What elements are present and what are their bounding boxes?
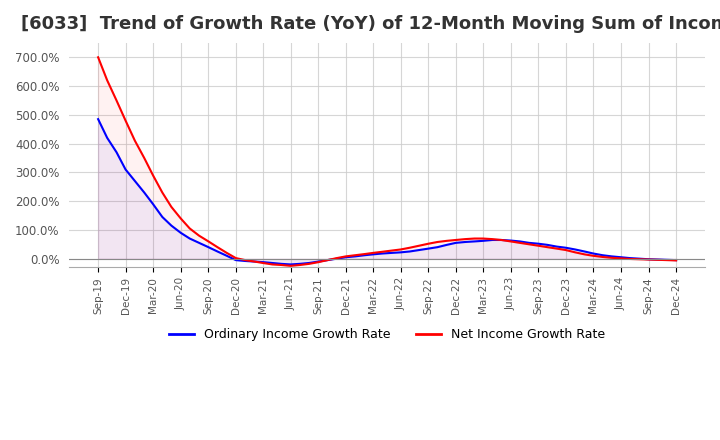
Line: Ordinary Income Growth Rate: Ordinary Income Growth Rate xyxy=(98,119,676,264)
Legend: Ordinary Income Growth Rate, Net Income Growth Rate: Ordinary Income Growth Rate, Net Income … xyxy=(164,323,610,346)
Line: Net Income Growth Rate: Net Income Growth Rate xyxy=(98,57,676,266)
Title: [6033]  Trend of Growth Rate (YoY) of 12-Month Moving Sum of Incomes: [6033] Trend of Growth Rate (YoY) of 12-… xyxy=(22,15,720,33)
